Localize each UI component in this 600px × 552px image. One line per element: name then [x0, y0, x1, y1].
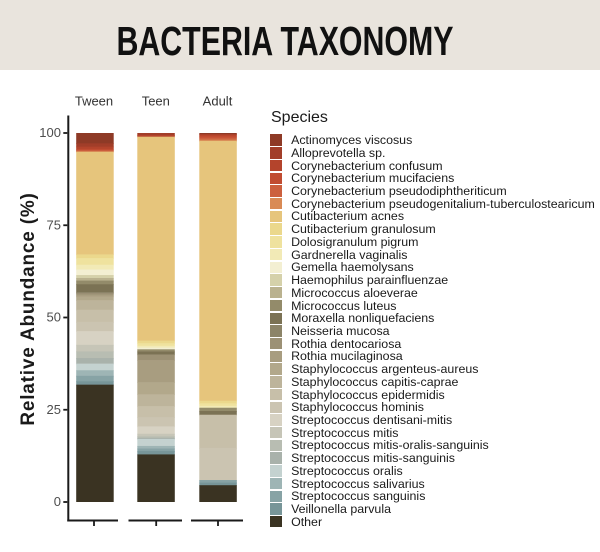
svg-text:75: 75 [47, 217, 61, 232]
svg-text:Teen: Teen [142, 94, 170, 109]
svg-text:25: 25 [47, 402, 61, 417]
svg-text:Adult: Adult [203, 94, 233, 109]
svg-text:100: 100 [39, 125, 61, 140]
svg-text:0: 0 [54, 494, 61, 509]
svg-text:50: 50 [47, 310, 61, 325]
svg-text:Tween: Tween [75, 94, 113, 109]
